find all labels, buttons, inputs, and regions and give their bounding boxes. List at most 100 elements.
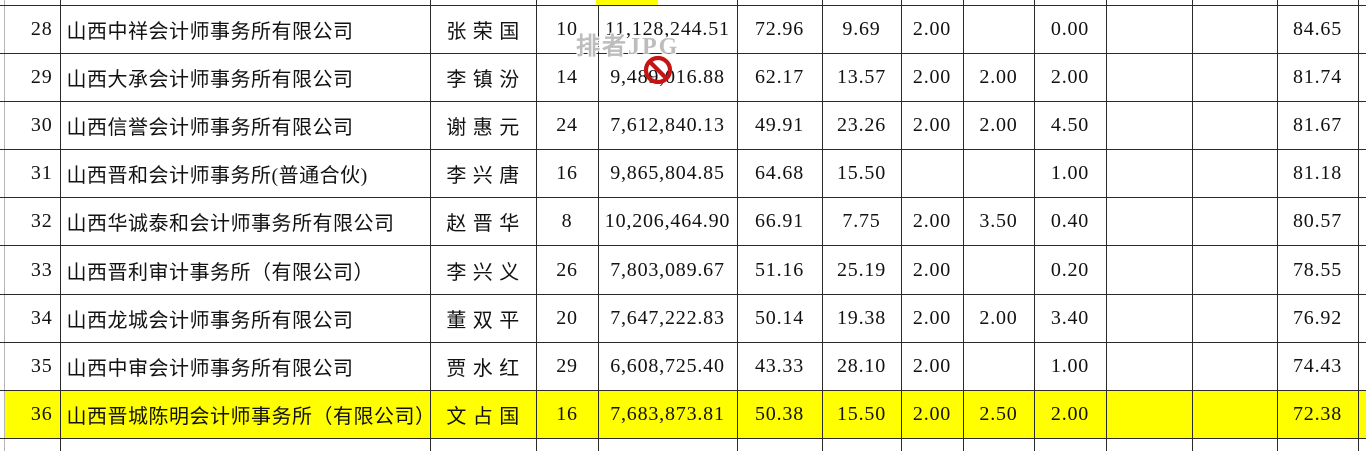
empty-cell[interactable] [1191,149,1278,199]
amount-cell[interactable]: 7,612,840.13 [597,100,738,151]
row-number-cell[interactable]: 28 [4,4,61,54]
row-number-cell[interactable]: 29 [4,52,61,102]
score-cell[interactable]: 50.38 [736,389,823,440]
score-cell[interactable]: 62.17 [736,52,823,102]
score-cell[interactable]: 0.00 [1033,4,1107,54]
empty-cell[interactable] [1191,341,1278,392]
score-cell[interactable]: 0.40 [1033,197,1107,247]
score-cell[interactable]: 13.57 [821,52,902,102]
score-cell[interactable]: 49.91 [736,100,823,151]
firm-name-cell[interactable]: 山西大承会计师事务所有限公司 [59,52,431,102]
total-score-cell[interactable]: 76.92 [1276,293,1359,343]
empty-cell[interactable] [1191,52,1278,102]
score-cell[interactable] [962,149,1035,199]
score-cell[interactable]: 2.00 [962,293,1035,343]
score-cell[interactable]: 0.20 [1033,245,1107,295]
score-cell[interactable]: 2.00 [1033,389,1107,440]
empty-cell[interactable] [1105,197,1193,247]
score-cell[interactable]: 23.26 [821,100,902,151]
count-cell[interactable]: 16 [535,389,599,440]
person-name-cell[interactable]: 李镇汾 [429,52,537,102]
total-score-cell[interactable]: 72.38 [1276,389,1359,440]
firm-name-cell[interactable]: 山西龙城会计师事务所有限公司 [59,293,431,343]
empty-cell[interactable] [1191,4,1278,54]
total-score-cell[interactable]: 80.57 [1276,197,1359,247]
person-name-cell[interactable]: 李兴义 [429,245,537,295]
score-cell[interactable]: 72.96 [736,4,823,54]
score-cell[interactable]: 1.00 [1033,149,1107,199]
score-cell[interactable]: 19.38 [821,293,902,343]
score-cell[interactable]: 2.00 [900,245,964,295]
empty-cell[interactable] [1105,4,1193,54]
empty-cell[interactable] [1105,341,1193,392]
firm-name-cell[interactable]: 山西中祥会计师事务所有限公司 [59,4,431,54]
row-number-cell[interactable]: 33 [4,245,61,295]
total-score-cell[interactable]: 81.67 [1276,100,1359,151]
score-cell[interactable] [962,245,1035,295]
person-name-cell[interactable]: 张荣国 [429,4,537,54]
score-cell[interactable]: 4.50 [1033,100,1107,151]
empty-cell[interactable] [1191,100,1278,151]
row-number-cell[interactable]: 35 [4,341,61,392]
score-cell[interactable]: 2.00 [962,52,1035,102]
empty-cell[interactable] [1191,293,1278,343]
count-cell[interactable]: 8 [535,197,599,247]
score-cell[interactable]: 25.19 [821,245,902,295]
empty-cell[interactable] [1105,293,1193,343]
score-cell[interactable]: 15.50 [821,149,902,199]
score-cell[interactable]: 43.33 [736,341,823,392]
person-name-cell[interactable]: 赵晋华 [429,197,537,247]
score-cell[interactable]: 2.00 [900,4,964,54]
person-name-cell[interactable]: 贾水红 [429,341,537,392]
amount-cell[interactable]: 11,128,244.51 [597,4,738,54]
count-cell[interactable]: 20 [535,293,599,343]
amount-cell[interactable]: 6,608,725.40 [597,341,738,392]
total-score-cell[interactable]: 84.65 [1276,4,1359,54]
score-cell[interactable]: 2.00 [900,341,964,392]
amount-cell[interactable]: 7,647,222.83 [597,293,738,343]
total-score-cell[interactable]: 81.18 [1276,149,1359,199]
row-number-cell[interactable]: 31 [4,149,61,199]
score-cell[interactable]: 2.00 [962,100,1035,151]
person-name-cell[interactable]: 文占国 [429,389,537,440]
amount-cell[interactable]: 9,865,804.85 [597,149,738,199]
firm-name-cell[interactable]: 山西晋和会计师事务所(普通合伙) [59,149,431,199]
count-cell[interactable]: 24 [535,100,599,151]
total-score-cell[interactable]: 81.74 [1276,52,1359,102]
score-cell[interactable]: 2.00 [1033,52,1107,102]
score-cell[interactable]: 64.68 [736,149,823,199]
firm-name-cell[interactable]: 山西中审会计师事务所有限公司 [59,341,431,392]
empty-cell[interactable] [1105,100,1193,151]
empty-cell[interactable] [1105,389,1193,440]
score-cell[interactable] [900,149,964,199]
count-cell[interactable]: 10 [535,4,599,54]
firm-name-cell[interactable]: 山西晋利审计事务所（有限公司） [59,245,431,295]
score-cell[interactable]: 66.91 [736,197,823,247]
score-cell[interactable]: 2.00 [900,197,964,247]
score-cell[interactable]: 1.00 [1033,341,1107,392]
empty-cell[interactable] [1191,245,1278,295]
score-cell[interactable] [962,341,1035,392]
person-name-cell[interactable]: 董双平 [429,293,537,343]
person-name-cell[interactable]: 谢惠元 [429,100,537,151]
count-cell[interactable]: 14 [535,52,599,102]
score-cell[interactable]: 2.50 [962,389,1035,440]
firm-name-cell[interactable]: 山西信誉会计师事务所有限公司 [59,100,431,151]
row-number-cell[interactable]: 36 [4,389,61,440]
row-number-cell[interactable]: 32 [4,197,61,247]
score-cell[interactable]: 28.10 [821,341,902,392]
count-cell[interactable]: 29 [535,341,599,392]
count-cell[interactable]: 16 [535,149,599,199]
amount-cell[interactable]: 7,803,089.67 [597,245,738,295]
score-cell[interactable]: 2.00 [900,52,964,102]
count-cell[interactable]: 26 [535,245,599,295]
score-cell[interactable]: 51.16 [736,245,823,295]
score-cell[interactable]: 2.00 [900,293,964,343]
score-cell[interactable]: 3.40 [1033,293,1107,343]
score-cell[interactable]: 9.69 [821,4,902,54]
empty-cell[interactable] [1191,197,1278,247]
amount-cell[interactable]: 10,206,464.90 [597,197,738,247]
score-cell[interactable] [962,4,1035,54]
score-cell[interactable]: 2.00 [900,100,964,151]
firm-name-cell[interactable]: 山西晋城陈明会计师事务所（有限公司） [59,389,431,440]
